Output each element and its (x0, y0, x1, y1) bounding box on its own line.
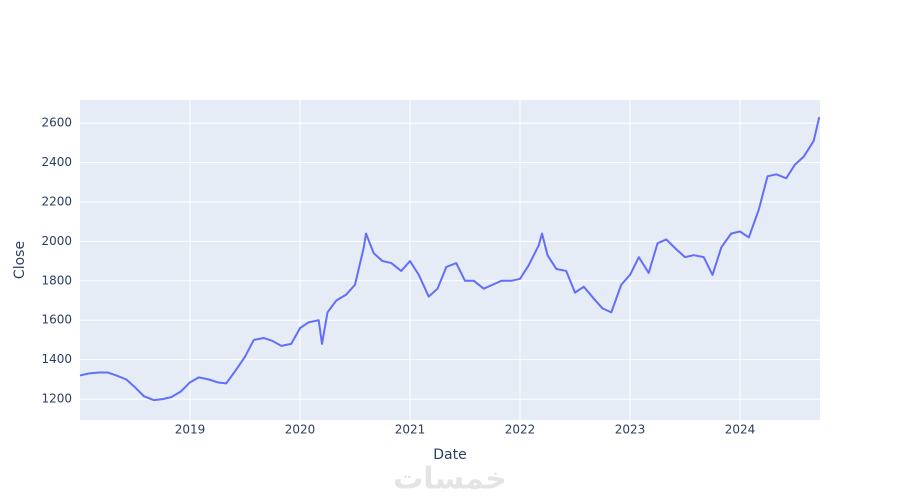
y-axis-title: Close (12, 241, 28, 279)
y-tick-label: 2000 (41, 234, 72, 248)
y-tick-label: 1200 (41, 392, 72, 406)
y-tick-label: 2400 (41, 155, 72, 169)
x-tick-label: 2021 (395, 423, 426, 437)
y-tick-label: 1800 (41, 273, 72, 287)
y-tick-label: 2200 (41, 194, 72, 208)
x-tick-label: 2024 (725, 423, 756, 437)
x-tick-label: 2023 (615, 423, 646, 437)
plot-area (80, 100, 820, 420)
y-tick-label: 2600 (41, 116, 72, 130)
x-tick-label: 2022 (505, 423, 536, 437)
x-axis-title: Date (433, 447, 466, 463)
line (79, 116, 821, 402)
y-tick-label: 1400 (41, 352, 72, 366)
y-tick-label: 1600 (41, 313, 72, 327)
x-tick-label: 2019 (175, 423, 206, 437)
x-tick-label: 2020 (285, 423, 316, 437)
watermark: خمسات (393, 462, 507, 497)
